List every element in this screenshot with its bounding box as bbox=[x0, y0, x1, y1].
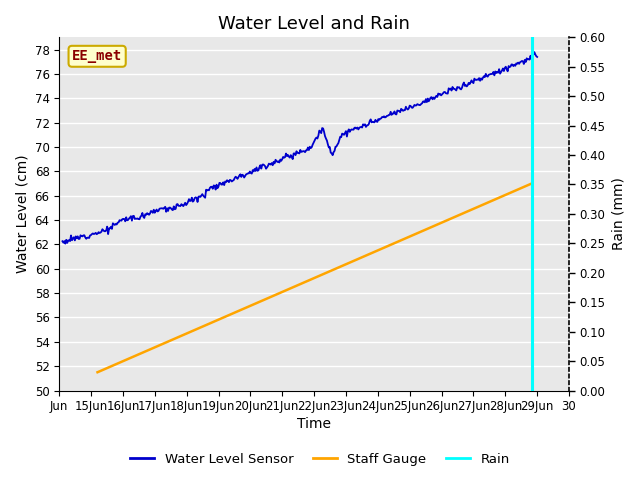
Legend: Water Level Sensor, Staff Gauge, Rain: Water Level Sensor, Staff Gauge, Rain bbox=[125, 447, 515, 471]
Text: EE_met: EE_met bbox=[72, 49, 122, 63]
Title: Water Level and Rain: Water Level and Rain bbox=[218, 15, 410, 33]
X-axis label: Time: Time bbox=[297, 418, 331, 432]
Y-axis label: Rain (mm): Rain (mm) bbox=[611, 178, 625, 251]
Y-axis label: Water Level (cm): Water Level (cm) bbox=[15, 155, 29, 273]
